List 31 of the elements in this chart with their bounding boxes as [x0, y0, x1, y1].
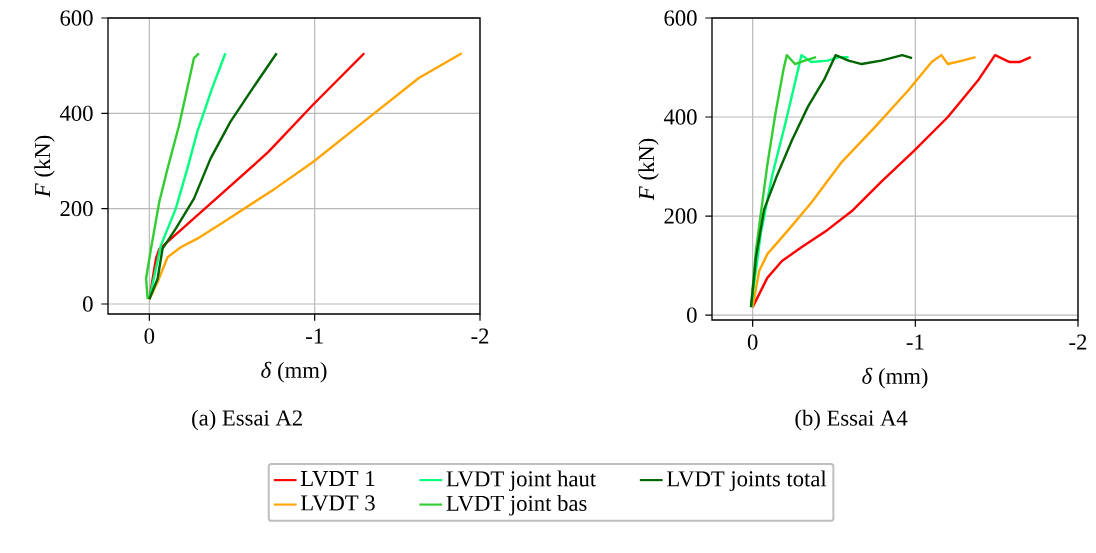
x-axis-title: δ (mm): [261, 361, 327, 383]
x-tick-label: -1: [906, 334, 924, 350]
legend-label: LVDT joint haut: [446, 470, 596, 492]
line-series: [751, 53, 977, 309]
text: (a) Essai A2: [192, 409, 302, 431]
y-tick-label: 0: [83, 296, 93, 312]
line-series: [144, 52, 201, 301]
y-tick-label: 400: [59, 105, 93, 121]
line-series: [751, 53, 1033, 309]
y-tick-label: 400: [663, 109, 697, 125]
x-tick-label: -1: [306, 328, 323, 344]
x-tick-label: -2: [471, 328, 489, 344]
x-tick-label: -2: [1069, 334, 1087, 350]
text: (b) Essai A4: [795, 409, 908, 431]
line-series: [148, 52, 278, 301]
x-tick-label: 0: [747, 334, 758, 350]
x-tick-label: 0: [144, 328, 155, 344]
x-axis-title: δ (mm): [862, 367, 928, 389]
line-series: [148, 52, 464, 301]
y-axis-title: F (kN): [638, 138, 659, 201]
legend-label: LVDT joints total: [667, 470, 827, 492]
legend-label: LVDT 3: [300, 495, 375, 511]
y-tick-label: 0: [687, 307, 697, 323]
y-tick-label: 200: [60, 201, 93, 217]
legend-label: LVDT 1: [300, 470, 375, 487]
y-tick-label: 600: [664, 10, 697, 26]
legend-label: LVDT joint bas: [446, 495, 587, 516]
y-tick-label: 600: [60, 10, 93, 26]
y-axis-title: F (kN): [34, 135, 55, 198]
line-series: [749, 53, 914, 309]
y-tick-label: 200: [664, 208, 697, 224]
